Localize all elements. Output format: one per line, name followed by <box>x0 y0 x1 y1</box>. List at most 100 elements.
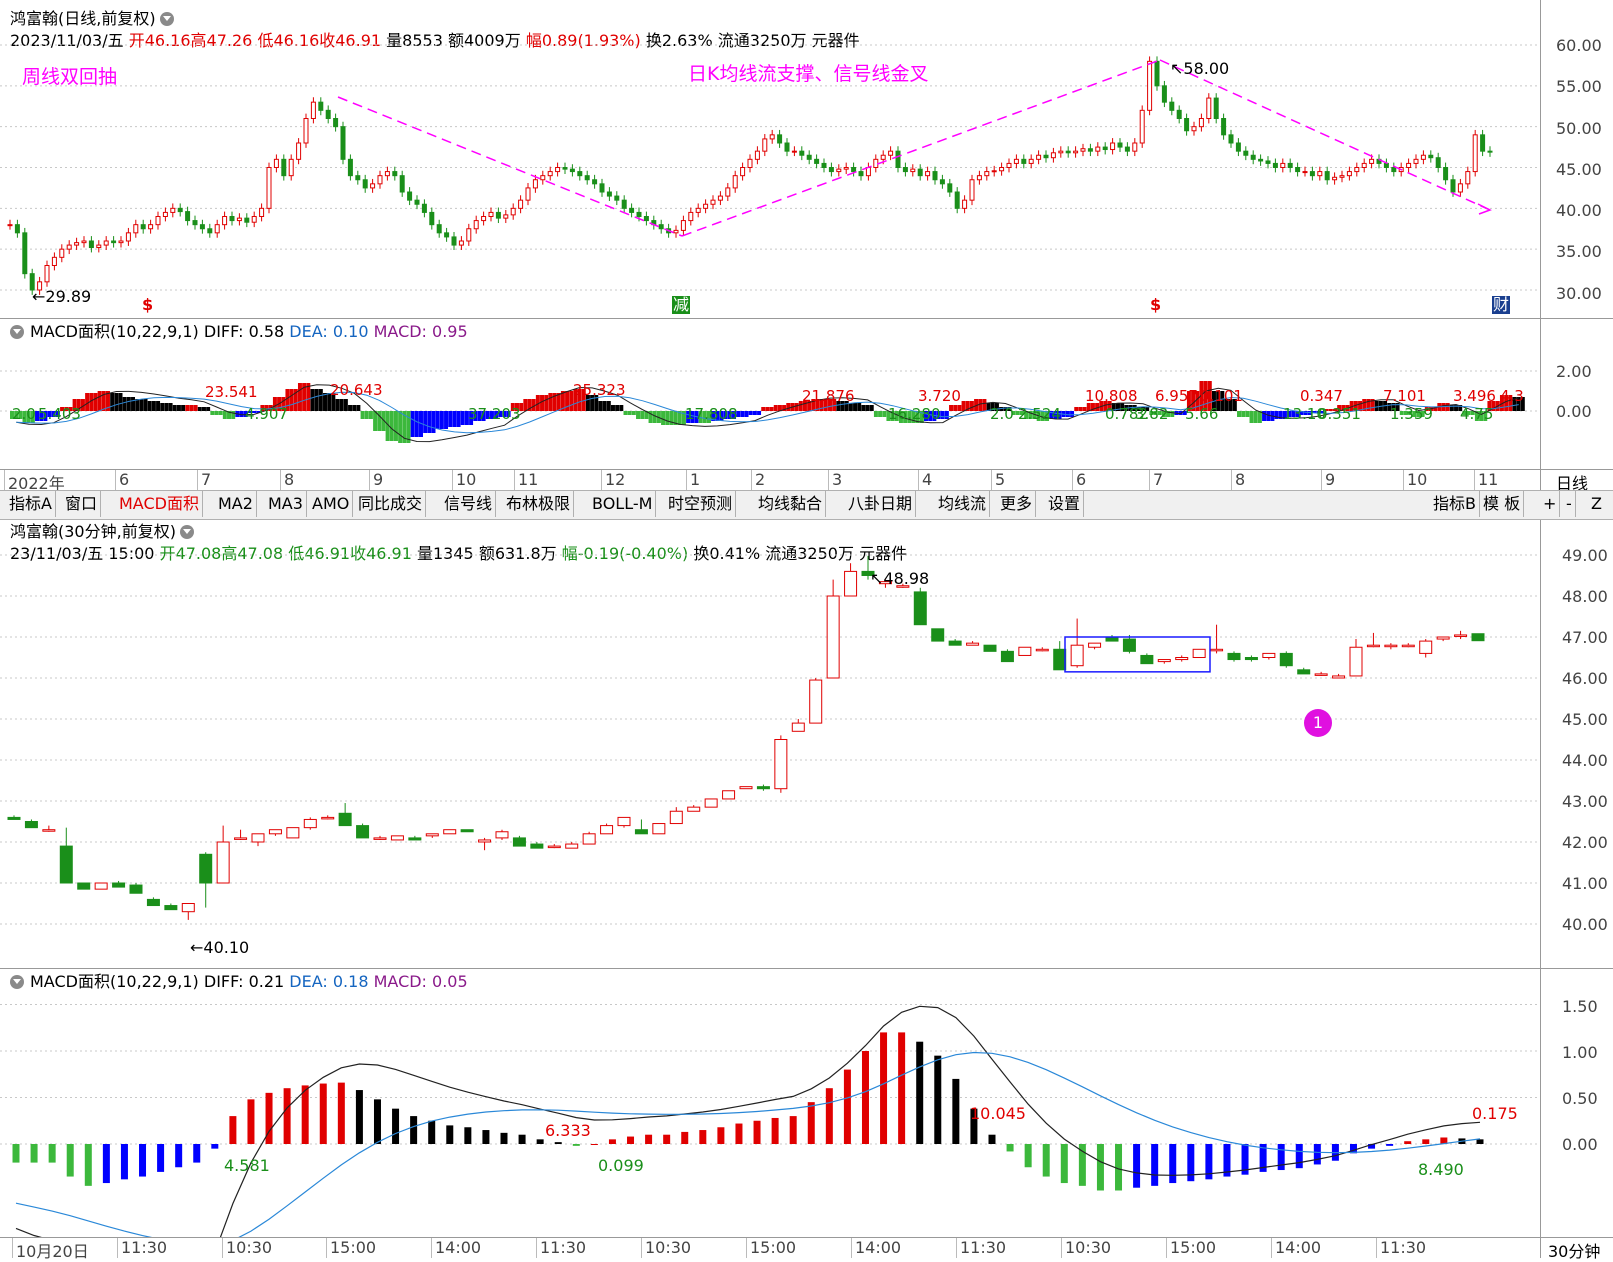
macd-bar <box>702 411 707 423</box>
macd-bar <box>1151 1144 1159 1186</box>
macd-bar <box>1107 401 1112 411</box>
toolbar-item-8[interactable]: 布林极限 <box>503 491 575 517</box>
toolbar-item-7[interactable]: 信号线 <box>441 491 497 517</box>
marker-event[interactable]: $ <box>1150 295 1162 314</box>
daily-candle <box>1132 142 1138 152</box>
macd-bar <box>572 1144 580 1146</box>
macd-bar <box>193 405 198 411</box>
daily-candle <box>370 183 376 189</box>
daily-candle <box>621 199 627 209</box>
toolbar-item-13[interactable]: 均线流 <box>935 491 991 517</box>
daily-candle <box>999 167 1005 172</box>
macd-bar <box>594 395 599 411</box>
daily-title[interactable]: 鸿富翰(日线,前复权) <box>10 10 174 28</box>
month-tick: 1 <box>690 470 701 489</box>
macd-bar <box>1295 1144 1303 1169</box>
toolbar-zoom-in[interactable]: + <box>1540 491 1561 517</box>
macd-bar <box>640 411 645 419</box>
y-tick: 47.00 <box>1562 628 1608 647</box>
marker-event[interactable]: $ <box>142 295 154 314</box>
toolbar-z[interactable]: Z <box>1591 494 1602 513</box>
chevron-down-icon[interactable] <box>179 525 194 539</box>
candle-body <box>1018 646 1032 656</box>
macd-bar <box>435 411 440 429</box>
chevron-down-icon[interactable] <box>10 975 24 989</box>
daily-candle <box>236 217 242 222</box>
macd-bar <box>752 411 757 415</box>
macd-bar <box>711 411 716 421</box>
chevron-down-icon[interactable] <box>159 12 174 26</box>
macd-bar <box>544 395 549 411</box>
intraday-title[interactable]: 鸿富翰(30分钟,前复权) <box>10 523 194 541</box>
daily-candle <box>1139 109 1145 144</box>
candle-body <box>216 841 230 884</box>
daily-candle <box>858 171 864 177</box>
candle-body <box>687 806 701 812</box>
macd-bar <box>886 411 891 421</box>
period-intraday[interactable]: 30分钟 <box>1548 1242 1601 1261</box>
macd-bar <box>1395 403 1400 411</box>
daily-candle <box>51 256 57 267</box>
macd-bar <box>1368 1144 1376 1149</box>
marker-finance[interactable]: 财 <box>1492 295 1511 314</box>
candle-body <box>112 882 126 888</box>
macd-bar <box>836 401 841 411</box>
marker-reduce[interactable]: 减 <box>672 295 691 314</box>
signal-badge[interactable]: 1 <box>1304 709 1332 737</box>
daily-candle <box>1435 157 1441 168</box>
candle-body <box>1297 669 1311 675</box>
toolbar-item-12[interactable]: 八卦日期 <box>845 491 917 517</box>
toolbar-item-10[interactable]: 时空预测 <box>665 491 737 517</box>
toolbar-item-9[interactable]: BOLL-M <box>589 491 657 517</box>
month-tick-mark <box>828 470 829 490</box>
macd-bar <box>272 397 277 411</box>
macd-bar <box>757 411 762 415</box>
candle-body <box>966 642 980 646</box>
macd-diff: DIFF: 0.58 <box>203 322 285 341</box>
macd-bar <box>1349 401 1354 411</box>
time-tick-mark <box>431 1238 432 1258</box>
toolbar-item-14[interactable]: 更多 <box>997 491 1037 517</box>
toolbar-item-11[interactable]: 均线黏合 <box>755 491 827 517</box>
month-tick-mark <box>918 470 919 490</box>
macd-bar <box>51 411 56 417</box>
candle-body <box>164 905 178 911</box>
time-tick-mark <box>1061 1238 1062 1258</box>
time-tick: 11:30 <box>960 1238 1007 1257</box>
toolbar-item-0[interactable]: 指标A <box>6 491 56 517</box>
macd-bar <box>331 393 336 411</box>
macd-bar <box>978 399 983 411</box>
candle-body <box>652 823 666 835</box>
toolbar-item-3[interactable]: MA2 <box>215 491 257 517</box>
toolbar-item-15[interactable]: 设置 <box>1045 491 1085 517</box>
macd-bar <box>135 399 140 411</box>
period-daily[interactable]: 日线 <box>1556 474 1589 493</box>
diff-line <box>16 384 1519 443</box>
divider <box>0 318 1613 319</box>
chevron-down-icon[interactable] <box>10 325 24 339</box>
macd-bar <box>1516 397 1521 411</box>
toolbar-template[interactable]: 模 板 <box>1480 491 1525 517</box>
toolbar-item-6[interactable]: 同比成交 <box>355 491 427 517</box>
trend-line <box>681 59 1161 237</box>
toolbar-item-2[interactable]: MACD面积 <box>116 491 203 517</box>
macd-bar <box>76 399 81 411</box>
intraday-volume: 量1345 <box>416 544 474 563</box>
macd-bar <box>556 393 561 411</box>
macd-bar <box>22 411 27 423</box>
candle-body <box>408 837 422 841</box>
toolbar-zoom-out[interactable]: - <box>1563 491 1576 517</box>
macd-bar <box>1020 411 1024 415</box>
macd-bar <box>782 405 787 411</box>
daily-candle <box>821 162 827 169</box>
divider <box>0 968 1613 969</box>
month-tick: 7 <box>1153 470 1164 489</box>
toolbar-item-1[interactable]: 窗口 <box>62 491 102 517</box>
toolbar-item-5[interactable]: AMO <box>309 491 354 517</box>
toolbar-indicator-b[interactable]: 指标B <box>1430 491 1480 517</box>
macd-area-label: 5.403 <box>38 405 81 423</box>
macd-bar <box>736 411 741 417</box>
toolbar-item-4[interactable]: MA3 <box>265 491 307 517</box>
daily-candle <box>510 207 516 216</box>
candle-body <box>303 818 317 829</box>
